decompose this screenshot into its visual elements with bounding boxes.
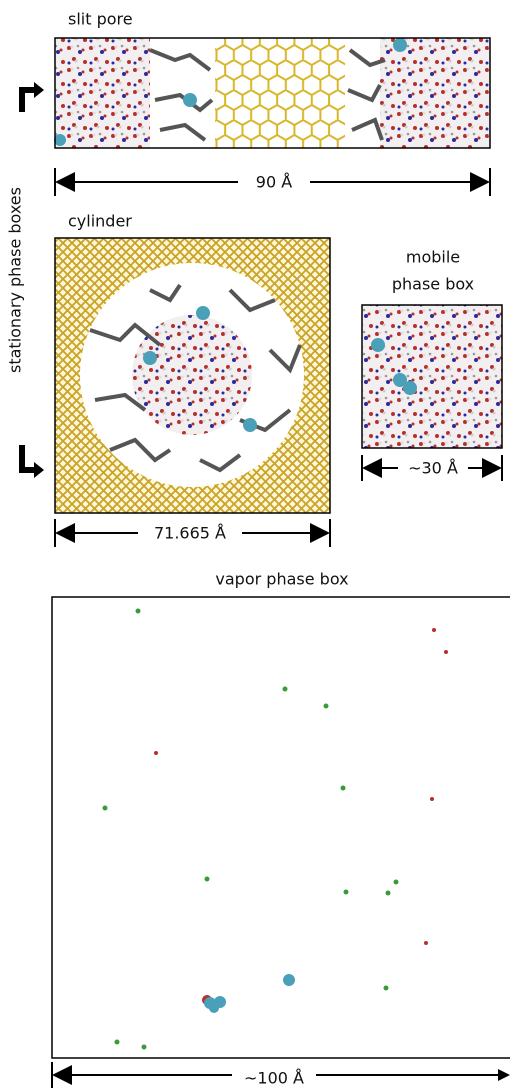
dimension-label: 90 Å (256, 173, 292, 192)
bracket (19, 87, 38, 112)
panel-label: phase box (392, 275, 474, 294)
side-label: stationary phase boxes (6, 187, 25, 373)
vapor-box (51, 596, 510, 1059)
dimension-label: ~100 Å (244, 1069, 304, 1088)
panel-label: vapor phase box (215, 570, 348, 589)
dimension-label: ~30 Å (408, 459, 458, 478)
panel-label: mobile (406, 248, 460, 267)
dimension-label: 71.665 Å (154, 524, 226, 543)
panel-label: cylinder (68, 212, 132, 231)
dimension-arrowhead (498, 1069, 510, 1081)
bracket (19, 445, 38, 473)
slit-pore-box (54, 37, 491, 149)
bracket (34, 82, 44, 98)
cylinder-box (54, 237, 331, 514)
bracket (34, 462, 44, 478)
mobile-box (361, 304, 503, 449)
panel-label: slit pore (68, 10, 133, 29)
